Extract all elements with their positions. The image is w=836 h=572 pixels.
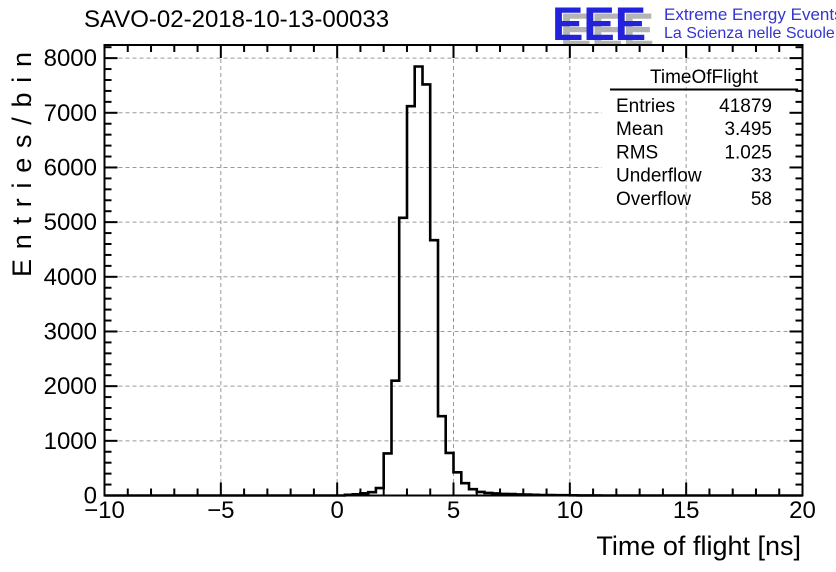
x-tick-labels: −10 −5 0 5 10 15 20 (84, 497, 816, 524)
eee-logo: EEE EEE Extreme Energy Events La Scienza… (552, 0, 836, 53)
stats-box (602, 62, 800, 208)
x-tick-label: 20 (789, 497, 816, 524)
stat-value: 33 (751, 166, 772, 187)
x-axis-title: Time of flight [ns] (596, 531, 801, 561)
y-tick-label: 8000 (44, 45, 97, 72)
y-tick-label: 7000 (44, 100, 97, 127)
y-tick-label: 3000 (44, 318, 97, 345)
eee-letters: EEE (552, 0, 647, 50)
stat-label: Overflow (616, 189, 691, 210)
x-tick-label: 15 (673, 497, 700, 524)
stat-label: RMS (616, 142, 658, 163)
stat-label: Underflow (616, 166, 702, 187)
y-axis-title: Entries/bin (7, 52, 37, 277)
y-tick-label: 4000 (44, 264, 97, 291)
y-tick-label: 5000 (44, 209, 97, 236)
x-tick-label: 5 (447, 497, 460, 524)
y-tick-label: 0 (84, 483, 97, 510)
logo-tagline-en: Extreme Energy Events (664, 5, 836, 24)
stat-label: Mean (616, 119, 664, 140)
eee-letters-block: EEE EEE (552, 0, 656, 53)
v-gridlines (220, 45, 687, 496)
stat-label: Entries (616, 96, 675, 117)
y-tick-labels: 0 1000 2000 3000 4000 5000 6000 7000 8000 (44, 45, 97, 509)
y-tick-label: 2000 (44, 373, 97, 400)
logo-tagline-it: La Scienza nelle Scuole (664, 25, 835, 42)
plot-title: SAVO-02-2018-10-13-00033 (84, 6, 390, 33)
stat-value: 41879 (719, 96, 772, 117)
x-tick-label: 10 (556, 497, 583, 524)
x-tick-label: −5 (207, 497, 234, 524)
x-tick-label: 0 (330, 497, 343, 524)
histogram-line (104, 65, 803, 497)
y-tick-label: 1000 (44, 428, 97, 455)
stats-title: TimeOfFlight (650, 67, 759, 88)
eee-logo-taglines: Extreme Energy Events La Scienza nelle S… (664, 2, 836, 43)
stat-value: 3.495 (724, 119, 772, 140)
x-tick-label: −10 (84, 497, 125, 524)
stat-value: 58 (751, 189, 772, 210)
stat-value: 1.025 (724, 142, 772, 163)
y-tick-label: 6000 (44, 154, 97, 181)
stats-content: TimeOfFlight Entries 41879 Mean 3.495 RMS 1.02… (610, 67, 798, 210)
